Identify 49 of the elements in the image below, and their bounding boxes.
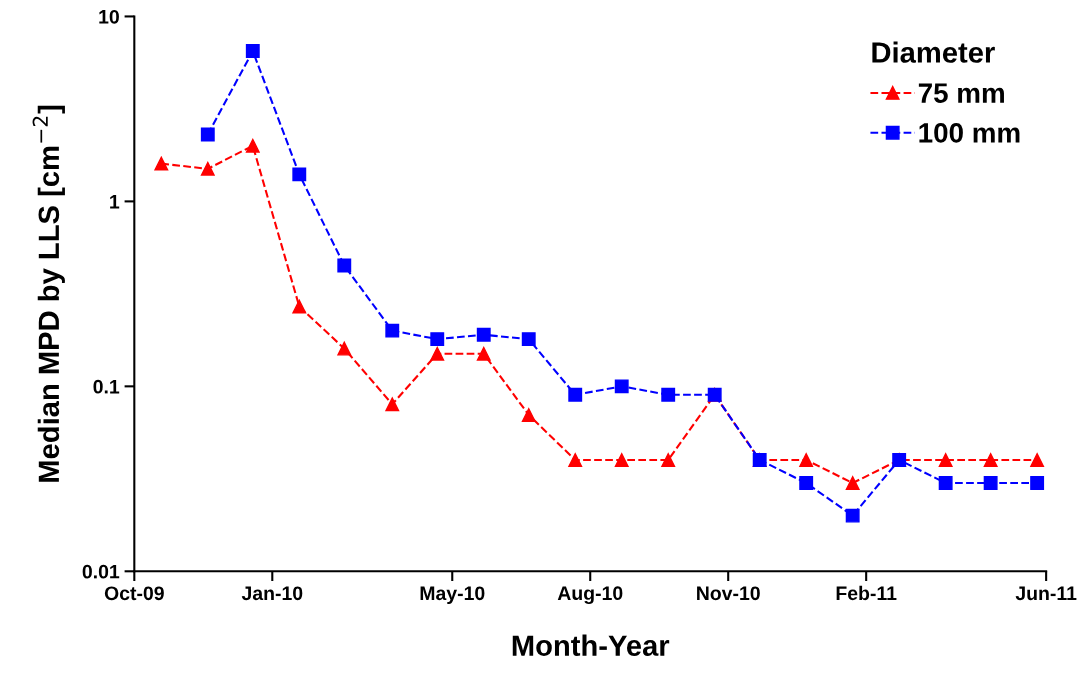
y-tick-label: 10 bbox=[99, 9, 119, 24]
point bbox=[983, 476, 998, 490]
point bbox=[245, 44, 260, 58]
x-tick-label: Jun-11 bbox=[1015, 586, 1077, 601]
y-tick-label: 0.1 bbox=[93, 379, 120, 394]
point bbox=[385, 397, 400, 412]
point bbox=[568, 452, 583, 467]
point bbox=[845, 508, 860, 523]
point bbox=[292, 167, 307, 182]
x-tick-label: Jan-10 bbox=[241, 586, 303, 601]
point bbox=[521, 332, 536, 347]
point bbox=[799, 476, 814, 490]
point bbox=[1030, 452, 1045, 467]
point bbox=[614, 452, 629, 467]
point bbox=[568, 387, 583, 402]
x-tick-label: May-10 bbox=[420, 586, 485, 604]
point bbox=[845, 476, 860, 490]
point bbox=[337, 341, 352, 356]
point bbox=[661, 452, 676, 467]
point bbox=[476, 327, 491, 342]
x-tick-label: Nov-10 bbox=[697, 586, 760, 601]
point bbox=[430, 346, 445, 361]
y-axis-title: Median MPD by LLS [cm$^{−2}$] bbox=[32, 105, 65, 482]
point bbox=[614, 379, 629, 394]
point bbox=[476, 346, 491, 361]
point bbox=[1030, 476, 1045, 490]
point bbox=[154, 156, 169, 171]
point bbox=[200, 127, 215, 142]
point bbox=[983, 452, 998, 467]
x-tick-label: Oct-09 bbox=[104, 586, 164, 601]
point bbox=[799, 452, 814, 467]
y-tick-label: 0.01 bbox=[82, 564, 120, 579]
x-tick-label: Aug-10 bbox=[557, 586, 623, 604]
point bbox=[337, 258, 352, 273]
x-tick-label: Feb-11 bbox=[836, 585, 897, 601]
point bbox=[292, 299, 307, 314]
legend-title: Diameter bbox=[872, 41, 995, 63]
point bbox=[245, 138, 260, 153]
x-axis-title: Month-Year bbox=[512, 634, 670, 656]
legend-label: 75 mm bbox=[918, 83, 1004, 103]
point bbox=[661, 387, 676, 402]
point bbox=[521, 408, 536, 422]
legend-label: 100 mm bbox=[919, 123, 1020, 143]
point bbox=[385, 323, 400, 338]
point bbox=[430, 332, 445, 347]
point bbox=[938, 452, 953, 467]
y-tick-label: 1 bbox=[110, 195, 120, 209]
point bbox=[200, 161, 215, 176]
point bbox=[938, 476, 953, 490]
